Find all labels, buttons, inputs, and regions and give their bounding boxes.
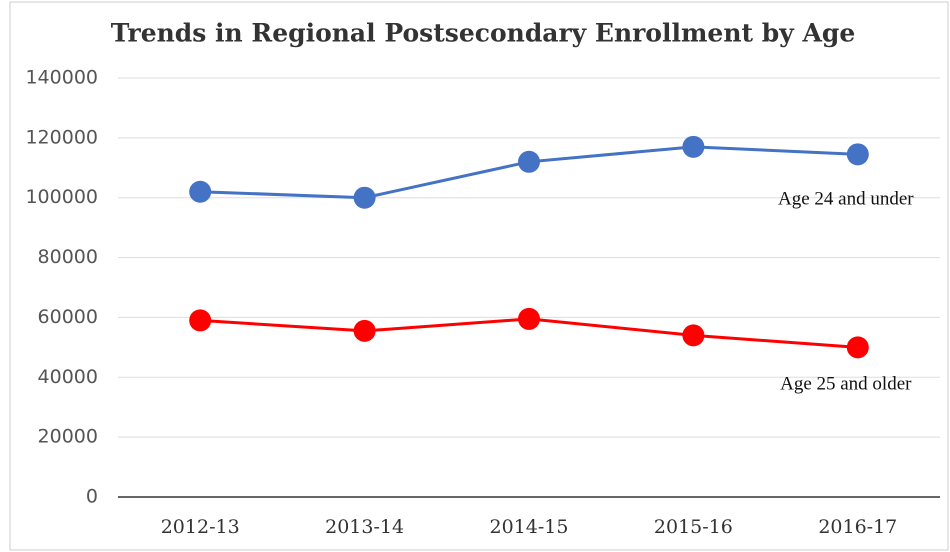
y-tick-label: 140000 — [25, 67, 98, 89]
y-tick-label: 0 — [86, 486, 98, 508]
point — [189, 180, 212, 203]
x-tick-label: 2012-13 — [161, 516, 240, 538]
series-label: Age 24 and under — [778, 189, 914, 210]
y-tick-label: 120000 — [25, 126, 98, 148]
y-tick-label: 100000 — [25, 186, 98, 208]
y-tick-label: 60000 — [38, 306, 98, 328]
y-tick-label: 20000 — [38, 426, 98, 448]
chart-title: Trends in Regional Postsecondary Enrollm… — [111, 19, 856, 48]
point — [518, 150, 540, 173]
point — [846, 143, 869, 166]
y-tick-label: 80000 — [38, 246, 98, 268]
series-label: Age 25 and older — [780, 374, 912, 395]
point — [353, 319, 376, 342]
point — [682, 324, 705, 347]
point — [518, 307, 540, 330]
point — [189, 309, 212, 332]
point — [682, 135, 705, 158]
x-tick-label: 2013-14 — [325, 516, 404, 538]
frame — [9, 1, 949, 551]
x-tick-label: 2015-16 — [654, 516, 733, 538]
x-tick-label: 2014-15 — [490, 516, 569, 538]
point — [353, 186, 376, 209]
point — [846, 336, 869, 359]
x-tick-label: 2016-17 — [818, 516, 897, 538]
y-tick-label: 40000 — [38, 366, 98, 388]
